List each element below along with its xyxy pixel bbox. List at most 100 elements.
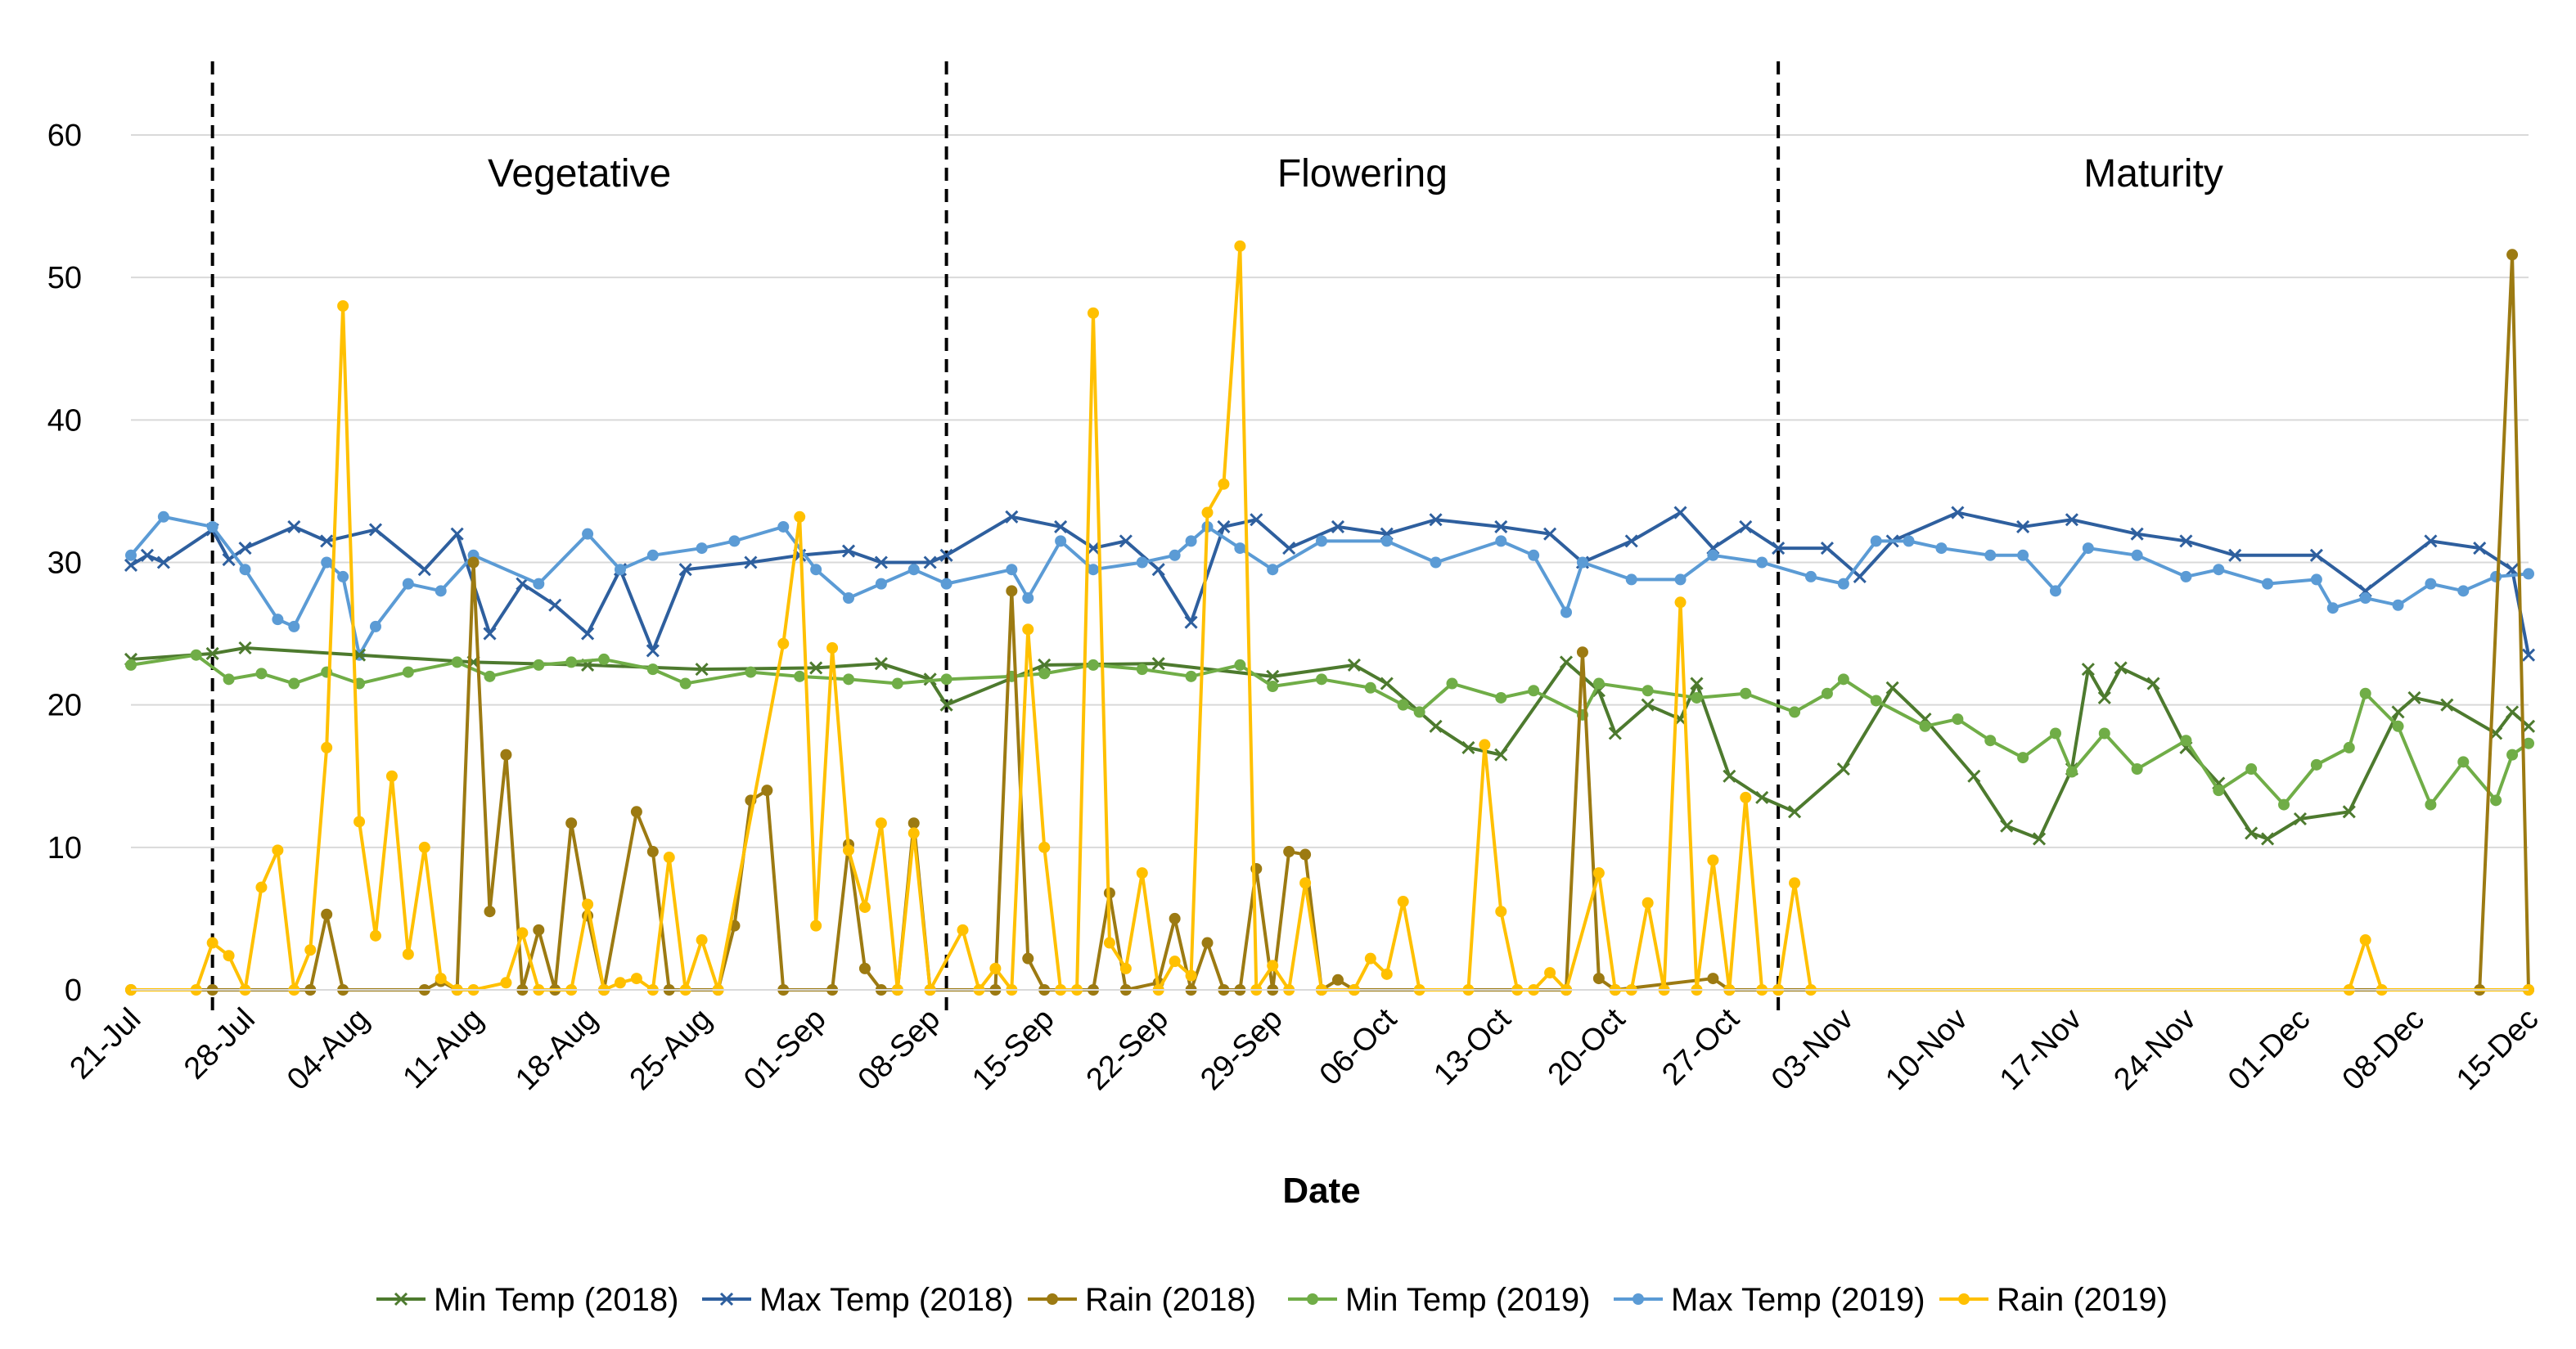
data-point xyxy=(125,659,137,671)
stage-label: Maturity xyxy=(2083,152,2223,196)
data-point xyxy=(646,644,660,658)
data-point xyxy=(1250,513,1263,527)
data-point xyxy=(1169,549,1181,561)
x-tick-label: 08-Dec xyxy=(2336,1002,2431,1097)
data-point xyxy=(1903,535,1915,547)
data-point xyxy=(1789,877,1801,889)
data-point xyxy=(1870,695,1882,707)
data-point xyxy=(2490,570,2502,582)
legend-label: Min Temp (2019) xyxy=(1345,1282,1590,1318)
data-point xyxy=(1951,506,1965,519)
data-point xyxy=(2130,527,2144,541)
legend-item: Min Temp (2018) xyxy=(376,1282,678,1318)
data-point xyxy=(1005,510,1019,524)
marker-stroke xyxy=(1266,669,1280,683)
data-point xyxy=(206,520,218,533)
x-tick-label: 27-Oct xyxy=(1655,1001,1746,1092)
data-point xyxy=(1119,962,1132,974)
marker-stroke xyxy=(2000,819,2014,833)
data-point xyxy=(394,1292,408,1306)
data-point xyxy=(500,749,512,761)
marker-stroke xyxy=(1054,519,1068,534)
y-tick-label: 10 xyxy=(47,831,82,866)
legend-item: Min Temp (2019) xyxy=(1288,1282,1590,1318)
data-point xyxy=(1316,535,1328,547)
data-point xyxy=(2097,690,2111,705)
x-tick-label: 10-Nov xyxy=(1879,1002,1974,1097)
data-point xyxy=(368,523,383,537)
x-tick-label: 22-Sep xyxy=(1080,1002,1175,1097)
data-point xyxy=(1576,556,1588,569)
data-point xyxy=(1413,706,1425,718)
data-point xyxy=(1364,952,1376,965)
marker-stroke xyxy=(2016,519,2030,534)
data-point xyxy=(695,663,709,677)
x-tick-label: 08-Sep xyxy=(852,1002,947,1097)
data-point xyxy=(1234,659,1246,671)
data-point xyxy=(1331,519,1345,534)
data-point xyxy=(744,555,758,569)
data-point xyxy=(810,920,822,932)
data-point xyxy=(2180,735,2192,747)
data-point xyxy=(598,653,610,665)
marker-stroke xyxy=(809,661,823,675)
data-point xyxy=(1446,677,1458,690)
data-point xyxy=(957,924,969,936)
data-point xyxy=(777,520,790,533)
marker-stroke xyxy=(1951,506,1965,519)
data-point xyxy=(2049,585,2061,597)
data-point xyxy=(1006,585,1018,597)
data-point xyxy=(1740,687,1752,699)
data-point xyxy=(272,614,284,626)
data-point xyxy=(1136,867,1148,879)
data-point xyxy=(2310,573,2322,586)
data-point xyxy=(2131,549,2143,561)
data-point xyxy=(1429,719,1443,733)
data-point xyxy=(1641,698,1655,712)
data-point xyxy=(2326,602,2339,614)
data-point xyxy=(483,627,497,641)
data-point xyxy=(678,563,692,577)
data-point xyxy=(1461,740,1475,754)
data-point xyxy=(1821,687,1833,699)
marker-stroke xyxy=(678,563,692,577)
data-point xyxy=(745,666,757,678)
data-point xyxy=(582,898,594,911)
data-point xyxy=(1885,681,1899,695)
marker-stroke xyxy=(2521,648,2536,662)
data-point xyxy=(1755,790,1769,804)
data-point xyxy=(1151,657,1165,671)
data-point xyxy=(858,962,871,974)
marker-stroke xyxy=(1429,719,1443,733)
data-point xyxy=(630,806,642,818)
data-point xyxy=(157,510,169,523)
data-point xyxy=(2424,534,2438,548)
data-point xyxy=(1380,677,1394,690)
marker-stroke xyxy=(1853,569,1867,583)
data-point xyxy=(288,677,300,690)
data-point xyxy=(1217,519,1231,534)
data-point xyxy=(402,666,414,678)
data-point xyxy=(2392,599,2404,611)
x-tick-label: 06-Oct xyxy=(1313,1001,1404,1092)
data-point xyxy=(1853,569,1867,583)
data-point xyxy=(1958,1293,1970,1305)
data-point xyxy=(1952,713,1964,726)
data-point xyxy=(1201,506,1214,519)
data-point xyxy=(940,673,952,686)
data-point xyxy=(1707,973,1719,985)
data-point xyxy=(2359,934,2371,947)
data-point xyxy=(1820,542,1834,555)
data-point xyxy=(467,556,480,569)
data-point xyxy=(533,659,545,671)
marker-stroke xyxy=(2440,698,2454,712)
data-point xyxy=(1495,691,1507,704)
marker-stroke xyxy=(2228,548,2242,562)
x-tick-label: 18-Aug xyxy=(509,1002,604,1097)
series-lines xyxy=(124,240,2536,996)
marker-stroke xyxy=(1380,677,1394,690)
data-point xyxy=(581,627,595,641)
data-point xyxy=(124,558,138,573)
marker-stroke xyxy=(1494,519,1508,534)
data-point xyxy=(1592,867,1605,879)
